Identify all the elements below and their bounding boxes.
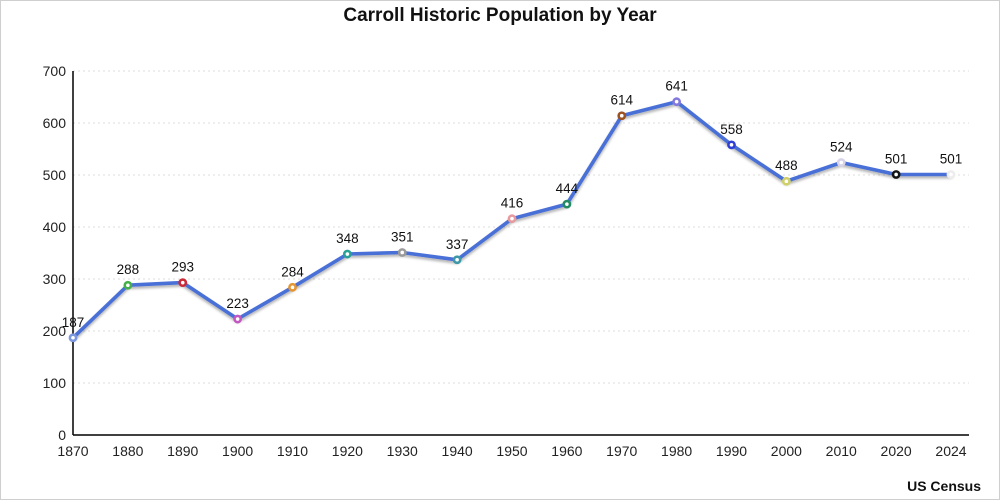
data-label-1970: 614 — [610, 93, 633, 108]
data-label-1870: 187 — [62, 315, 85, 330]
data-label-1920: 348 — [336, 231, 359, 246]
data-point-1930 — [397, 248, 407, 257]
data-point-1990 — [727, 140, 736, 150]
data-label-2024: 501 — [940, 151, 963, 166]
data-label-2000: 488 — [775, 158, 798, 173]
data-label-1990: 558 — [720, 122, 743, 137]
data-label-2010: 524 — [830, 140, 853, 155]
x-tick-label-1990: 1990 — [716, 443, 747, 459]
data-point-2024 — [946, 170, 956, 179]
x-tick-label-2010: 2010 — [826, 443, 857, 459]
y-tick-label: 100 — [43, 375, 67, 391]
x-tick-label-1970: 1970 — [606, 443, 637, 459]
data-point-1890 — [178, 278, 188, 288]
data-label-1960: 444 — [556, 181, 579, 196]
y-tick-label: 500 — [43, 167, 67, 183]
data-point-1920 — [342, 249, 352, 259]
x-tick-label-1880: 1880 — [112, 443, 143, 459]
data-label-1910: 284 — [281, 264, 304, 279]
data-point-1950 — [507, 214, 517, 224]
data-label-1940: 337 — [446, 237, 469, 252]
data-point-1910 — [288, 282, 297, 292]
data-point-1970 — [617, 111, 627, 121]
data-point-2010 — [836, 158, 846, 167]
data-point-2000 — [781, 176, 791, 186]
x-tick-label-1950: 1950 — [496, 443, 527, 459]
x-tick-label-2020: 2020 — [881, 443, 912, 459]
x-tick-label-1890: 1890 — [167, 443, 198, 459]
data-point-1960 — [562, 199, 572, 209]
y-tick-label: 600 — [43, 115, 67, 131]
x-tick-label-2024: 2024 — [935, 443, 966, 459]
data-label-2020: 501 — [885, 151, 908, 166]
y-tick-label: 200 — [43, 323, 67, 339]
data-label-1950: 416 — [501, 196, 524, 211]
x-tick-label-1980: 1980 — [661, 443, 692, 459]
x-tick-label-2000: 2000 — [771, 443, 802, 459]
data-label-1900: 223 — [226, 296, 249, 311]
data-point-1980 — [672, 97, 682, 107]
x-tick-label-1960: 1960 — [551, 443, 582, 459]
data-label-1980: 641 — [665, 79, 688, 94]
x-tick-label-1910: 1910 — [277, 443, 308, 459]
y-tick-label: 700 — [43, 63, 67, 79]
source-label: US Census — [907, 478, 981, 494]
x-tick-label-1920: 1920 — [332, 443, 363, 459]
data-label-1930: 351 — [391, 229, 414, 244]
y-tick-label: 300 — [43, 271, 67, 287]
data-point-1900 — [233, 314, 243, 324]
x-tick-label-1930: 1930 — [387, 443, 418, 459]
data-point-1870 — [68, 333, 78, 343]
x-tick-label-1870: 1870 — [57, 443, 88, 459]
x-tick-label-1900: 1900 — [222, 443, 253, 459]
x-tick-label-1940: 1940 — [442, 443, 473, 459]
chart-title: Carroll Historic Population by Year — [343, 5, 657, 26]
y-tick-label: 400 — [43, 219, 67, 235]
y-tick-label: 0 — [58, 427, 66, 443]
data-point-2020 — [891, 170, 901, 179]
data-label-1890: 293 — [171, 260, 194, 275]
data-label-1880: 288 — [117, 262, 140, 277]
data-point-1940 — [452, 255, 462, 265]
data-point-1880 — [123, 280, 133, 290]
